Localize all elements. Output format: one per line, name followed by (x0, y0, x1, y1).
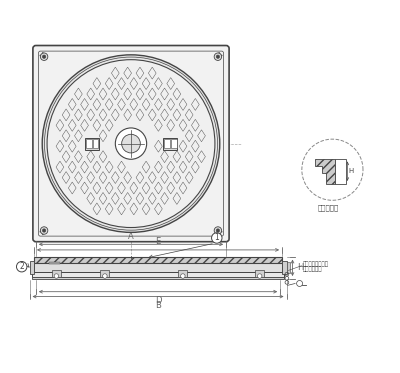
Bar (86, 139, 92, 148)
Bar (85, 138, 99, 150)
Bar (34, 263, 282, 272)
Bar (34, 257, 282, 263)
Bar (52, 270, 61, 277)
Bar (255, 270, 264, 277)
Text: 2: 2 (19, 262, 24, 271)
Polygon shape (335, 159, 346, 184)
Bar (282, 261, 286, 274)
Bar (32, 277, 284, 279)
Circle shape (115, 128, 147, 159)
Bar (32, 272, 284, 277)
Circle shape (44, 57, 218, 230)
Polygon shape (40, 53, 46, 58)
Text: H: H (349, 168, 354, 174)
Circle shape (212, 233, 222, 243)
Circle shape (40, 53, 48, 60)
Bar (286, 262, 290, 273)
Circle shape (216, 55, 220, 58)
Circle shape (214, 53, 222, 60)
Circle shape (42, 55, 46, 58)
Text: H: H (297, 263, 303, 272)
Circle shape (40, 227, 48, 234)
Text: 蓋端部寸法: 蓋端部寸法 (318, 205, 339, 211)
Circle shape (42, 229, 46, 232)
Circle shape (214, 227, 222, 234)
Polygon shape (314, 159, 335, 184)
Circle shape (16, 261, 27, 272)
Text: A: A (128, 232, 134, 241)
Circle shape (42, 55, 220, 232)
Bar (30, 261, 34, 274)
Text: 1: 1 (214, 233, 219, 242)
Bar (178, 270, 187, 277)
Text: 要指示により取付: 要指示により取付 (302, 261, 328, 267)
Circle shape (103, 274, 107, 278)
FancyBboxPatch shape (33, 46, 229, 242)
Circle shape (122, 134, 140, 153)
Text: （別途部品）: （別途部品） (302, 267, 322, 272)
Circle shape (47, 60, 215, 228)
Circle shape (181, 274, 185, 278)
Circle shape (54, 274, 59, 278)
Bar (100, 270, 109, 277)
Text: E: E (156, 237, 161, 246)
Polygon shape (40, 229, 46, 235)
Bar (92, 139, 98, 148)
Bar (49, 262, 60, 264)
Bar (171, 139, 177, 148)
Polygon shape (216, 229, 222, 235)
Text: D: D (155, 296, 161, 305)
Circle shape (258, 274, 262, 278)
Bar (163, 138, 177, 150)
Circle shape (216, 229, 220, 232)
Bar (164, 139, 170, 148)
Polygon shape (216, 53, 222, 58)
Text: B: B (155, 301, 161, 310)
